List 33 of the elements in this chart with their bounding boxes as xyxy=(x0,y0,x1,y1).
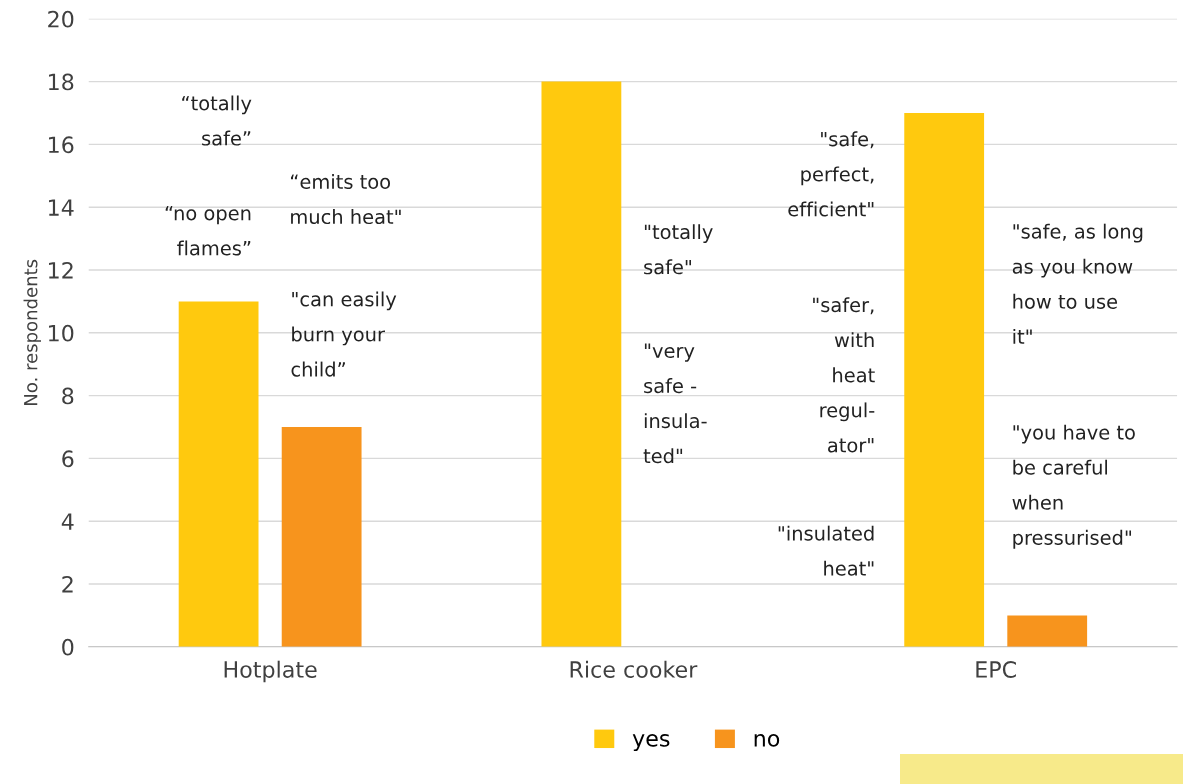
y-tick-label: 6 xyxy=(62,450,74,468)
y-axis-title: No. respondents xyxy=(23,259,41,405)
x-tick-label: Rice cooker xyxy=(570,660,698,678)
annotation: "totally safe" xyxy=(644,224,713,275)
annotation: "you have to be careful when pressurised" xyxy=(1012,424,1135,549)
annotation: “no open flames” xyxy=(165,205,251,256)
y-tick-label: 14 xyxy=(49,199,74,216)
y-tick-label: 16 xyxy=(49,136,74,154)
annotation: “totally safe” xyxy=(182,95,252,146)
y-tick-label: 20 xyxy=(48,10,74,28)
bar xyxy=(281,427,362,647)
annotation: "very safe - insula- ted" xyxy=(643,343,707,464)
x-tick-label: Hotplate xyxy=(224,660,317,683)
annotation: "can easily burn your child” xyxy=(291,291,397,377)
bar xyxy=(178,301,259,647)
y-tick-label: 4 xyxy=(61,513,74,530)
x-tick-label: EPC xyxy=(976,661,1016,678)
y-tick-label: 12 xyxy=(49,261,73,279)
bar xyxy=(541,81,622,647)
bar xyxy=(904,113,985,647)
annotation: "safe, perfect, efficient" xyxy=(788,131,874,217)
bar xyxy=(1007,615,1088,647)
y-tick-label: 2 xyxy=(62,575,73,593)
legend-label: no xyxy=(754,734,780,747)
annotation: "insulated heat" xyxy=(778,525,874,576)
y-tick-label: 18 xyxy=(49,73,74,91)
y-tick-label: 8 xyxy=(62,387,74,405)
annotation: “emits too much heat" xyxy=(291,173,401,225)
annotation: "safe, as long as you know how to use it" xyxy=(1012,223,1143,344)
y-tick-label: 10 xyxy=(49,324,74,342)
annotation: "safer, with heat regul- ator" xyxy=(813,297,875,453)
y-tick-label: 0 xyxy=(62,638,74,656)
legend-label: yes xyxy=(632,734,670,752)
